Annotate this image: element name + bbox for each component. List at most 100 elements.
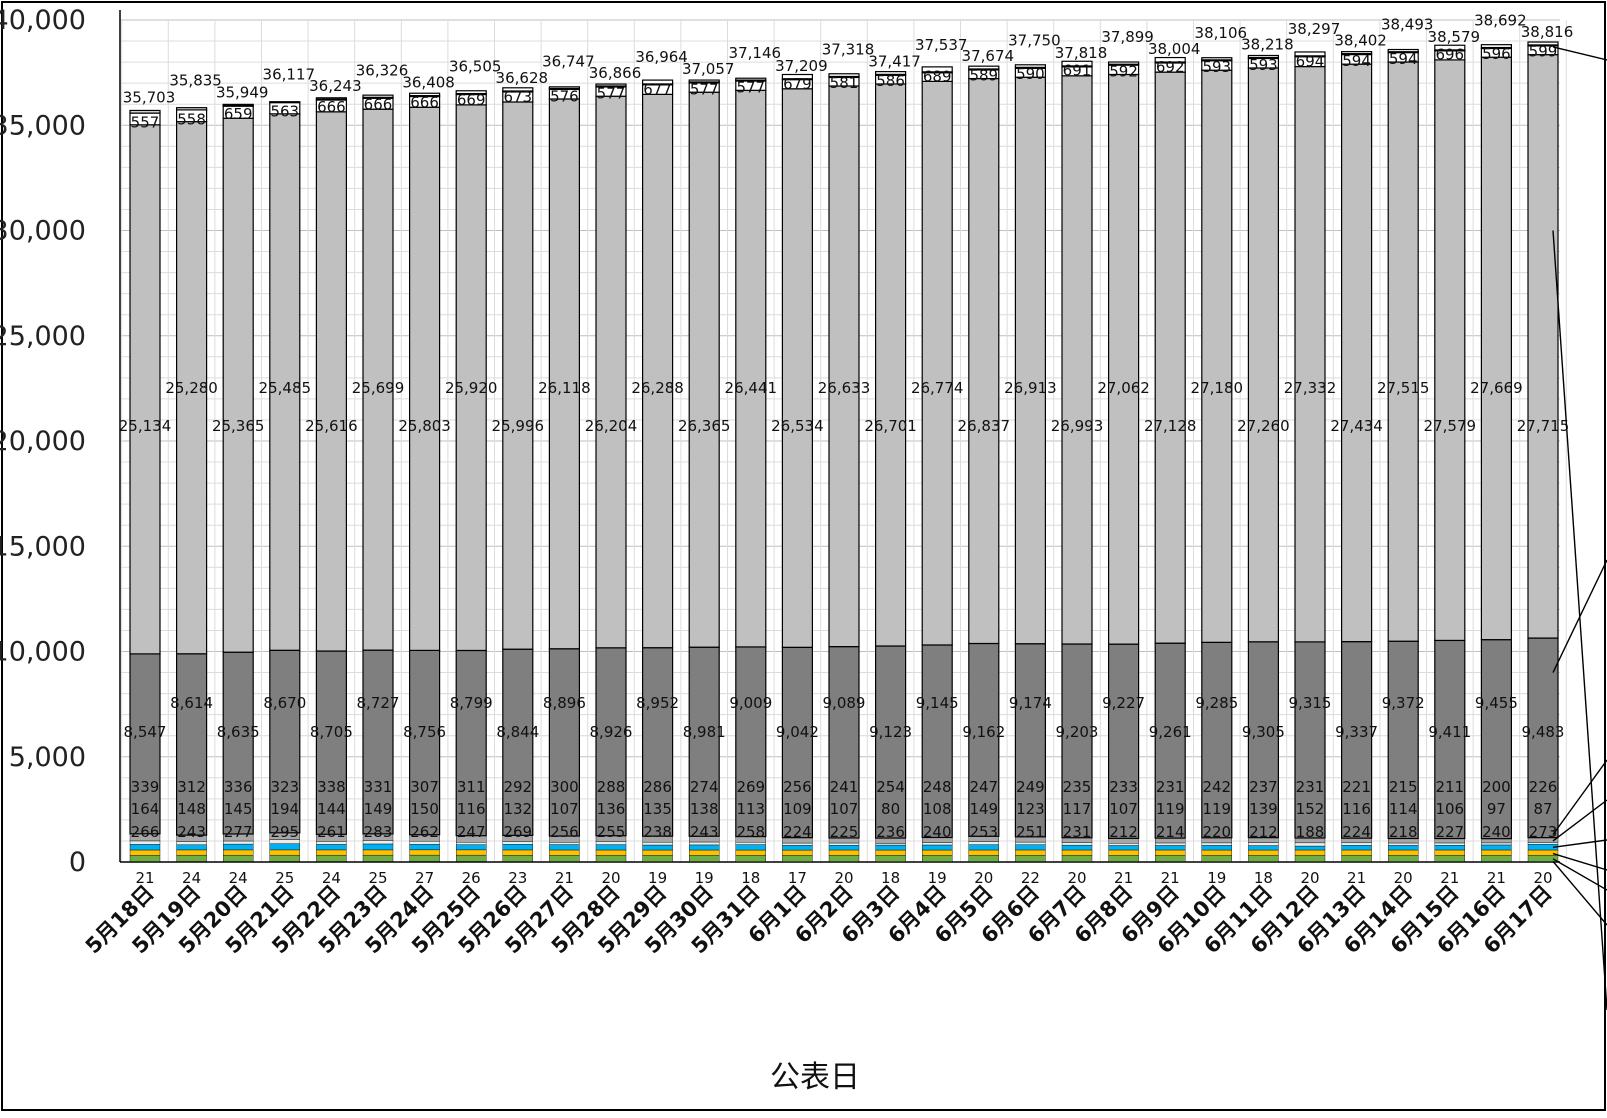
bar-segment bbox=[316, 849, 347, 856]
data-label: 27 bbox=[415, 869, 434, 887]
data-label: 26,774 bbox=[911, 379, 964, 397]
bar-segment bbox=[456, 849, 487, 856]
bar-segment bbox=[1248, 855, 1279, 862]
data-label: 25,699 bbox=[352, 379, 405, 397]
bar-segment bbox=[1014, 76, 1047, 645]
data-label: 20 bbox=[1300, 869, 1319, 887]
bar-cap bbox=[129, 109, 161, 114]
data-label: 18 bbox=[881, 869, 900, 887]
bar-segment bbox=[968, 855, 999, 862]
bar-cap bbox=[1527, 44, 1559, 47]
bar-segment bbox=[922, 849, 953, 856]
bar-segment bbox=[1061, 844, 1093, 851]
data-label: 596 bbox=[1482, 45, 1511, 63]
bar-segment bbox=[1247, 67, 1280, 643]
bar-segment bbox=[1108, 845, 1139, 851]
data-label: 236 bbox=[876, 823, 905, 841]
data-label: 242 bbox=[1202, 778, 1231, 796]
bar-segment bbox=[782, 845, 813, 851]
bar-segment bbox=[828, 85, 860, 648]
data-label: 233 bbox=[1109, 778, 1138, 796]
data-label: 25 bbox=[368, 869, 387, 887]
bar-segment bbox=[129, 844, 161, 851]
total-label: 38,493 bbox=[1381, 16, 1434, 34]
total-label: 36,408 bbox=[402, 74, 455, 92]
bar-cap bbox=[1014, 66, 1047, 69]
data-label: 269 bbox=[736, 778, 765, 796]
bar-segment bbox=[828, 849, 860, 856]
bar-segment bbox=[1481, 844, 1512, 851]
bar-segment bbox=[176, 854, 207, 862]
data-label: 9,042 bbox=[776, 723, 819, 741]
total-label: 37,899 bbox=[1101, 28, 1154, 46]
bar-cap bbox=[735, 79, 767, 82]
data-label: 336 bbox=[224, 778, 253, 796]
data-label: 25,485 bbox=[259, 379, 312, 397]
data-label: 194 bbox=[270, 800, 299, 818]
bar-segment bbox=[922, 844, 953, 851]
data-label: 27,579 bbox=[1424, 417, 1477, 435]
bar-cap bbox=[362, 96, 394, 99]
bar-segment bbox=[1340, 63, 1373, 643]
data-label: 26,118 bbox=[538, 379, 591, 397]
data-label: 26 bbox=[462, 869, 481, 887]
y-tick-label: 0 bbox=[69, 847, 86, 878]
data-label: 235 bbox=[1063, 778, 1092, 796]
bar-segment bbox=[315, 97, 347, 113]
bar-segment bbox=[875, 843, 906, 846]
bar-segment bbox=[362, 840, 394, 845]
data-label: 17 bbox=[788, 869, 807, 887]
data-label: 677 bbox=[643, 81, 672, 99]
bar-segment bbox=[409, 106, 441, 652]
bar-segment bbox=[968, 77, 1000, 645]
bar-segment bbox=[176, 844, 207, 851]
data-label: 696 bbox=[1435, 46, 1464, 64]
data-label: 262 bbox=[410, 823, 439, 841]
bar-segment bbox=[1294, 641, 1326, 839]
bar-segment bbox=[968, 841, 999, 845]
bar-segment bbox=[921, 66, 953, 82]
bar-segment bbox=[502, 855, 533, 862]
x-axis-ticks: 5月18日5月19日5月20日5月21日5月22日5月23日5月24日5月25日… bbox=[81, 881, 1557, 959]
bar-cap bbox=[828, 75, 860, 79]
data-label: 238 bbox=[643, 823, 672, 841]
data-label: 283 bbox=[364, 823, 393, 841]
data-label: 19 bbox=[1207, 869, 1226, 887]
data-label: 24 bbox=[182, 869, 201, 887]
bar-cap bbox=[1387, 51, 1419, 54]
data-label: 23 bbox=[508, 869, 527, 887]
y-tick-label: 35,000 bbox=[0, 110, 86, 141]
data-label: 21 bbox=[555, 869, 574, 887]
bar-cap bbox=[455, 92, 487, 96]
data-label: 27,715 bbox=[1517, 417, 1570, 435]
data-label: 114 bbox=[1389, 800, 1418, 818]
bar-segment bbox=[362, 108, 394, 651]
bar-segment bbox=[316, 844, 347, 851]
leader-line bbox=[1552, 799, 1607, 842]
bar-segment bbox=[1015, 844, 1046, 851]
data-label: 9,285 bbox=[1195, 694, 1238, 712]
bar-segment bbox=[1294, 845, 1326, 851]
data-label: 577 bbox=[736, 79, 765, 97]
total-label: 35,949 bbox=[216, 83, 269, 101]
bar-segment bbox=[642, 841, 673, 846]
data-label: 258 bbox=[736, 823, 765, 841]
data-label: 119 bbox=[1202, 800, 1231, 818]
bar-segment bbox=[502, 844, 533, 851]
bar-cap bbox=[781, 78, 814, 81]
bar-segment bbox=[1480, 639, 1513, 840]
data-label: 273 bbox=[1529, 823, 1558, 841]
data-label: 21 bbox=[1161, 869, 1180, 887]
data-label: 26,913 bbox=[1004, 379, 1057, 397]
bar-segment bbox=[1061, 849, 1093, 856]
data-label: 221 bbox=[1342, 778, 1371, 796]
x-axis-title: 公表日 bbox=[770, 1060, 860, 1095]
bar-segment bbox=[269, 849, 300, 856]
bar-segment bbox=[735, 844, 766, 851]
data-label: 673 bbox=[503, 88, 532, 106]
bar-segment bbox=[129, 653, 161, 835]
data-label: 24 bbox=[322, 869, 341, 887]
bar-segment bbox=[735, 849, 766, 856]
bar-segment bbox=[1434, 639, 1466, 840]
